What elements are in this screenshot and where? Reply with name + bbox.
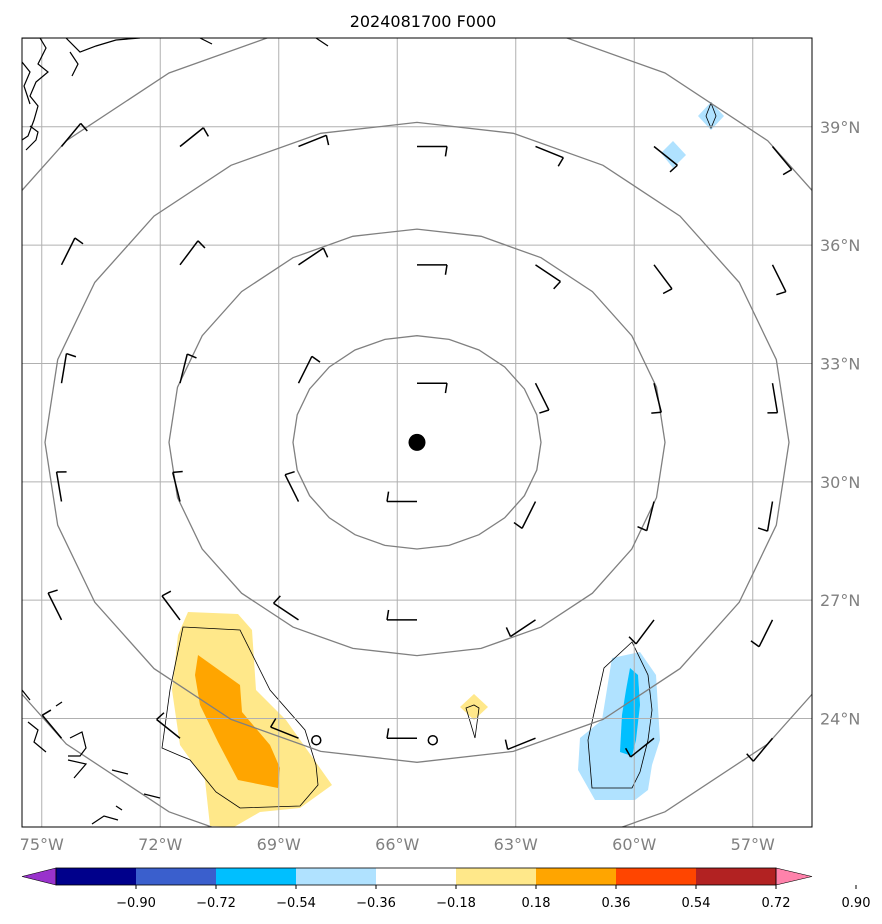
wind-barb <box>270 718 299 739</box>
wind-barb <box>386 728 417 739</box>
wind-barb <box>535 264 562 290</box>
colorbar-segment <box>136 868 217 885</box>
shaded-field-deepskyblue <box>620 668 640 756</box>
colorbar-segment <box>696 868 777 885</box>
wind-barb <box>47 589 63 621</box>
wind-barb <box>771 146 793 176</box>
range-ring <box>292 335 542 550</box>
wind-barbs <box>41 122 793 762</box>
storm-center-marker <box>408 433 426 451</box>
colorbar-segment <box>216 868 297 885</box>
colorbar-segment <box>616 868 697 885</box>
latitude-label: 27°N <box>820 591 860 610</box>
wind-barb <box>156 712 181 739</box>
colorbar-segment <box>376 868 457 885</box>
wind-barb <box>179 240 206 266</box>
latitude-label: 30°N <box>820 473 860 492</box>
wind-barb <box>651 383 662 414</box>
colorbar-extend-low <box>21 867 57 886</box>
wind-barb <box>771 264 787 296</box>
longitude-label: 75°W <box>20 835 64 854</box>
wind-barb <box>386 491 417 503</box>
contour-outlines <box>161 101 717 809</box>
colorbar-segment <box>456 868 537 885</box>
wind-barb <box>504 737 536 751</box>
wind-barb <box>637 501 655 532</box>
longitude-label: 63°W <box>494 835 538 854</box>
wind-barb <box>284 470 300 502</box>
colorbar-segment <box>296 868 377 885</box>
wind-barb <box>179 353 197 384</box>
wind-barb <box>298 247 329 266</box>
wind-barb <box>417 382 448 394</box>
colorbar-tick-label: −0.54 <box>276 896 316 911</box>
shaded-field-lightblue <box>578 102 724 800</box>
wind-barb <box>179 127 210 148</box>
latitude-label: 39°N <box>820 118 860 137</box>
longitude-label: 57°W <box>731 835 775 854</box>
wind-barb <box>535 145 564 167</box>
colorbar-tick-label: 0.72 <box>762 896 791 911</box>
figure-title: 2024081700 F000 <box>350 12 497 31</box>
wind-barb <box>624 737 655 758</box>
wind-barb <box>60 352 77 384</box>
range-ring <box>168 228 666 657</box>
gridlines <box>22 38 812 827</box>
colorbar-segment <box>536 868 617 885</box>
station-circles <box>311 734 439 746</box>
latitude-label: 36°N <box>820 236 860 255</box>
colorbar-tick-label: 0.90 <box>842 896 871 911</box>
station-circle <box>311 734 322 746</box>
wind-barb <box>172 470 183 502</box>
wind-barb <box>757 501 774 532</box>
latitude-label: 24°N <box>820 710 860 729</box>
station-circle <box>427 734 439 746</box>
longitude-label: 72°W <box>138 835 182 854</box>
wind-barb <box>55 471 67 502</box>
wind-barb <box>417 264 448 275</box>
wind-barb <box>161 590 181 621</box>
range-rings <box>22 38 812 827</box>
wind-barb <box>513 501 537 529</box>
colorbar-tick-label: −0.72 <box>196 896 236 911</box>
coastline <box>22 38 329 825</box>
wind-barb <box>60 122 88 147</box>
wind-barb <box>653 264 673 295</box>
wind-barb <box>750 619 774 648</box>
colorbar: −0.90 −0.72 −0.54 −0.36 −0.18 0.18 0.36 0.54 0.7… <box>21 867 871 911</box>
colorbar-tick-label: 0.36 <box>602 896 631 911</box>
range-ring <box>44 121 790 763</box>
colorbar-outline <box>55 867 777 886</box>
wind-barb <box>628 619 655 645</box>
wind-barb <box>746 737 774 762</box>
wind-barb <box>41 709 63 739</box>
wind-barb <box>60 237 84 266</box>
latitude-label: 33°N <box>820 354 860 373</box>
wind-barb <box>417 145 448 157</box>
latitude-labels: 24°N 27°N 30°N 33°N 36°N 39°N <box>820 118 860 729</box>
longitude-labels: 75°W 72°W 69°W 66°W 63°W 60°W 57°W <box>20 835 775 854</box>
wind-barb <box>386 609 417 621</box>
wind-barb <box>653 145 678 173</box>
range-ring <box>22 38 812 827</box>
colorbar-tick-label: −0.36 <box>356 896 396 911</box>
map-plot-area <box>22 38 812 827</box>
longitude-label: 60°W <box>612 835 656 854</box>
map-frame <box>21 37 813 828</box>
colorbar-segment <box>56 868 137 885</box>
wind-barb <box>767 383 779 414</box>
wind-barb <box>297 355 321 384</box>
wind-barb <box>272 595 299 621</box>
colorbar-tick-label: −0.90 <box>116 896 156 911</box>
wind-barb <box>534 382 550 414</box>
colorbar-tick-label: 0.54 <box>682 896 711 911</box>
colorbar-extend-high <box>775 867 813 886</box>
colorbar-tick-label: 0.18 <box>522 896 551 911</box>
wind-barb <box>298 134 330 148</box>
wind-barb <box>505 619 536 638</box>
longitude-label: 66°W <box>375 835 419 854</box>
colorbar-tick-label: −0.18 <box>436 896 476 911</box>
longitude-label: 69°W <box>257 835 301 854</box>
